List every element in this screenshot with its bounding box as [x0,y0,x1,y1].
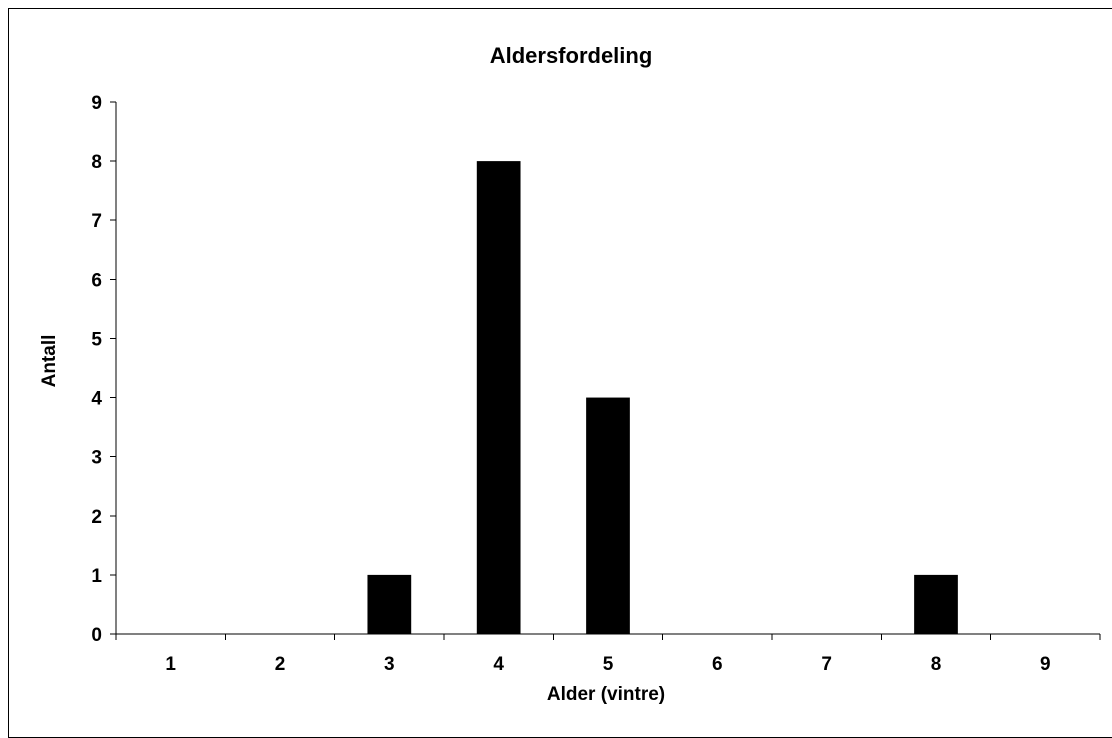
x-tick-label: 2 [275,654,286,675]
y-axis-title: Antall [39,335,60,388]
y-tick-label: 8 [91,152,102,173]
x-tick-label: 8 [931,654,942,675]
y-tick-label: 9 [91,93,102,114]
x-tick-labels: 1 2 3 4 5 6 7 8 9 [165,654,1050,675]
bar-4 [476,161,521,635]
y-tick-label: 6 [91,270,102,291]
y-tick-label: 1 [91,566,102,587]
x-tick-label: 6 [712,654,723,675]
bar-3 [367,574,412,634]
axes-group [110,101,1101,640]
y-tick-label: 3 [91,448,102,469]
x-tick-label: 1 [165,654,176,675]
x-tick-label: 9 [1040,654,1051,675]
y-tick-label: 2 [91,507,102,528]
bar-8 [914,574,958,634]
bar-5 [586,397,630,634]
x-tick-label: 4 [493,654,504,675]
y-tick-labels: 0 1 2 3 4 5 6 7 8 9 [91,93,102,646]
chart-title: Aldersfordeling [490,43,653,68]
x-tick-label: 5 [603,654,614,675]
y-tick-label: 0 [91,625,102,646]
bars-group [367,161,958,635]
y-tick-label: 7 [91,211,102,232]
y-tick-label: 5 [91,329,102,350]
x-axis-title: Alder (vintre) [547,684,665,705]
x-tick-label: 7 [821,654,832,675]
y-tick-label: 4 [91,389,102,410]
x-tick-label: 3 [384,654,395,675]
